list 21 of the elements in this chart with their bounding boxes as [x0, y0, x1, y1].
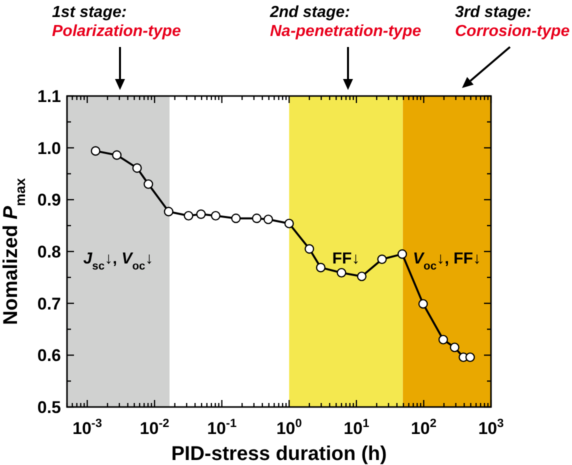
- band-label: FF↓: [332, 250, 360, 268]
- band-label: J$_{sc}$↓, V$_{oc}$↓: [83, 250, 154, 272]
- text: 2nd stage: Na-penetration-type: [269, 4, 422, 40]
- text: 1st stage: Polarization-type: [52, 4, 182, 40]
- band-label: V$_{oc}$↓, FF↓: [412, 250, 482, 272]
- y-tick-label: 1.0: [37, 138, 61, 158]
- x-tick-label: 10$^{3}$: [478, 416, 504, 438]
- y-tick-label: 0.6: [37, 346, 61, 366]
- x-tick-label: 10$^{-1}$: [207, 416, 237, 438]
- x-tick-label: 10$^{2}$: [410, 416, 437, 438]
- y-tick-label: 0.5: [37, 398, 61, 417]
- text: 3rd stage: Corrosion-type: [455, 4, 570, 40]
- y-tick-label: 0.8: [37, 242, 61, 262]
- x-tick-label: 10$^{0}$: [276, 416, 302, 438]
- y-tick-label: 0.7: [37, 294, 61, 314]
- x-tick-label: 10$^{-2}$: [140, 416, 170, 438]
- x-tick-label: 10$^{-3}$: [72, 416, 102, 438]
- x-axis-title: PID-stress duration (h): [171, 443, 387, 465]
- x-tick-label: 10$^{1}$: [344, 416, 370, 438]
- y-tick-label: 0.9: [37, 190, 61, 210]
- y-tick-label: 1.1: [37, 87, 61, 106]
